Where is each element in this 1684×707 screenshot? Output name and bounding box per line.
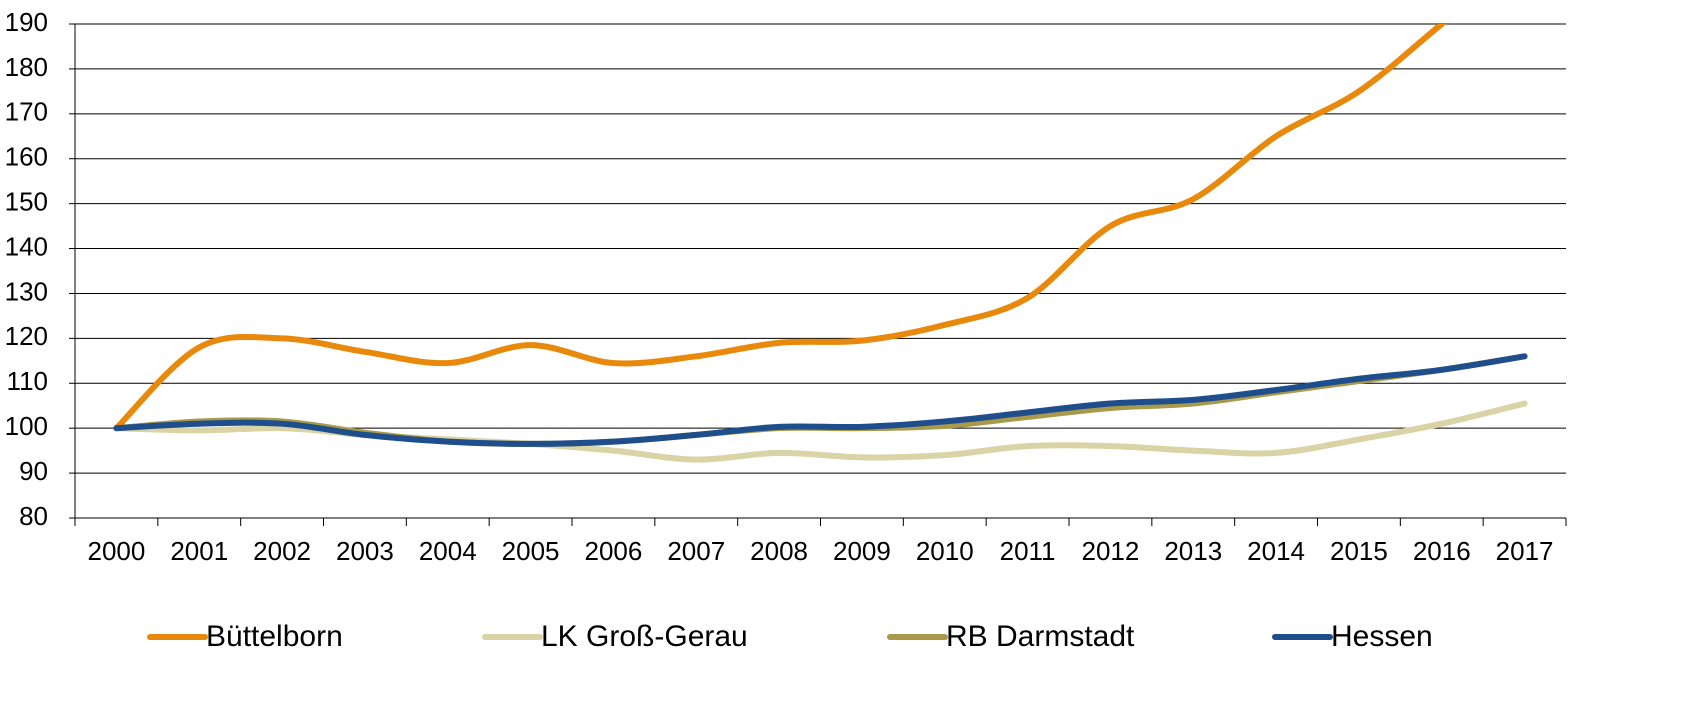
x-tick-label: 2005	[502, 536, 560, 566]
y-tick-label: 80	[19, 501, 48, 531]
x-tick-label: 2004	[419, 536, 477, 566]
x-tick-label: 2017	[1496, 536, 1554, 566]
plot-area	[113, 24, 1528, 463]
y-tick-label: 90	[19, 456, 48, 486]
y-tick-label: 190	[5, 7, 48, 37]
y-tick-label: 150	[5, 187, 48, 217]
legend-label: LK Groß-Gerau	[541, 620, 748, 653]
x-tick-label: 2011	[1000, 536, 1056, 566]
x-tick-label: 2009	[833, 536, 891, 566]
legend-label: Hessen	[1331, 620, 1433, 653]
legend-label: Büttelborn	[206, 620, 343, 653]
x-tick-label: 2010	[916, 536, 974, 566]
y-tick-label: 160	[5, 142, 48, 172]
x-tick-label: 2007	[667, 536, 725, 566]
y-tick-label: 170	[5, 97, 48, 127]
y-tick-label: 130	[5, 276, 48, 306]
y-tick-label: 180	[5, 52, 48, 82]
x-tick-label: 2013	[1164, 536, 1222, 566]
series-line	[113, 353, 1528, 447]
x-tick-label: 2003	[336, 536, 394, 566]
y-tick-label: 110	[7, 366, 48, 396]
x-tick-label: 2015	[1330, 536, 1388, 566]
y-tick-label: 100	[5, 411, 48, 441]
y-tick-label: 140	[5, 231, 48, 261]
series-line	[113, 24, 1447, 432]
x-tick-label: 2002	[253, 536, 311, 566]
x-tick-label: 2001	[170, 536, 228, 566]
x-tick-label: 2006	[584, 536, 642, 566]
legend-label: RB Darmstadt	[946, 620, 1135, 653]
y-tick-label: 120	[5, 321, 48, 351]
x-tick-label: 2008	[750, 536, 808, 566]
x-tick-label: 2000	[87, 536, 145, 566]
x-tick-label: 2012	[1081, 536, 1139, 566]
x-tick-label: 2014	[1247, 536, 1305, 566]
x-tick-label: 2016	[1413, 536, 1471, 566]
